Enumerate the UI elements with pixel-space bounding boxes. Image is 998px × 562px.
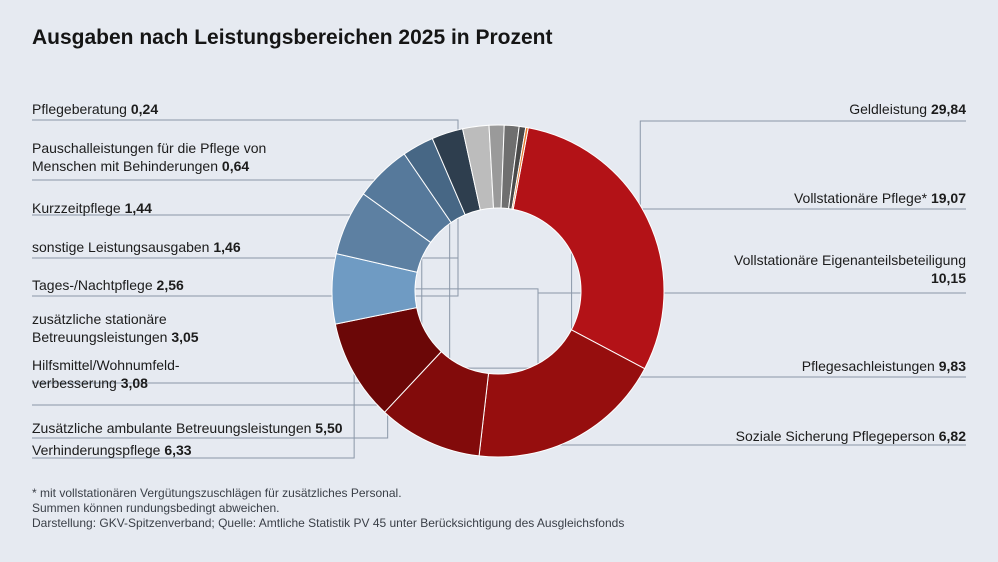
donut-slices bbox=[331, 124, 665, 458]
slice-label: Hilfsmittel/Wohnumfeld-verbesserung 3,08 bbox=[32, 357, 180, 391]
footnote-asterisk: * mit vollstationären Vergütungszuschläg… bbox=[32, 486, 402, 500]
slice-label: Tages-/Nachtpflege 2,56 bbox=[32, 277, 184, 293]
slice-label: Pflegeberatung 0,24 bbox=[32, 101, 158, 117]
donut-slice bbox=[478, 329, 646, 458]
slice-label: Pauschalleistungen für die Pflege von Men… bbox=[32, 140, 266, 174]
donut-slice bbox=[512, 127, 665, 370]
footnote-rounding: Summen können rundungsbedingt abweichen. bbox=[32, 501, 280, 515]
slice-label: Kurzzeitpflege 1,44 bbox=[32, 200, 152, 216]
slice-label: Verhinderungspflege 6,33 bbox=[32, 442, 192, 458]
slice-label: Pflegesachleistungen 9,83 bbox=[802, 358, 966, 374]
slice-label: Zusätzliche ambulante Betreuungsleistung… bbox=[32, 420, 343, 436]
leader-line bbox=[639, 120, 966, 223]
slice-label: zusätzliche stationäre Betreuungsleistung… bbox=[32, 311, 199, 345]
footnotes: * mit vollstationären Vergütungszuschläg… bbox=[32, 486, 624, 531]
slice-label: Geldleistung 29,84 bbox=[849, 101, 966, 117]
donut-slice bbox=[511, 126, 529, 210]
slice-label: sonstige Leistungsausgaben 1,46 bbox=[32, 239, 241, 255]
slice-label: Soziale Sicherung Pflegeperson 6,82 bbox=[736, 428, 967, 444]
slice-labels: Geldleistung 29,84 Vollstationäre Pflege*… bbox=[32, 101, 966, 458]
footnote-source: Darstellung: GKV-Spitzenverband; Quelle:… bbox=[32, 516, 625, 530]
chart-title: Ausgaben nach Leistungsbereichen 2025 in… bbox=[32, 26, 553, 49]
slice-label: Vollstationäre Pflege* 19,07 bbox=[794, 190, 966, 206]
slice-label: Vollstationäre Eigenanteilsbeteiligung 10… bbox=[734, 252, 966, 286]
